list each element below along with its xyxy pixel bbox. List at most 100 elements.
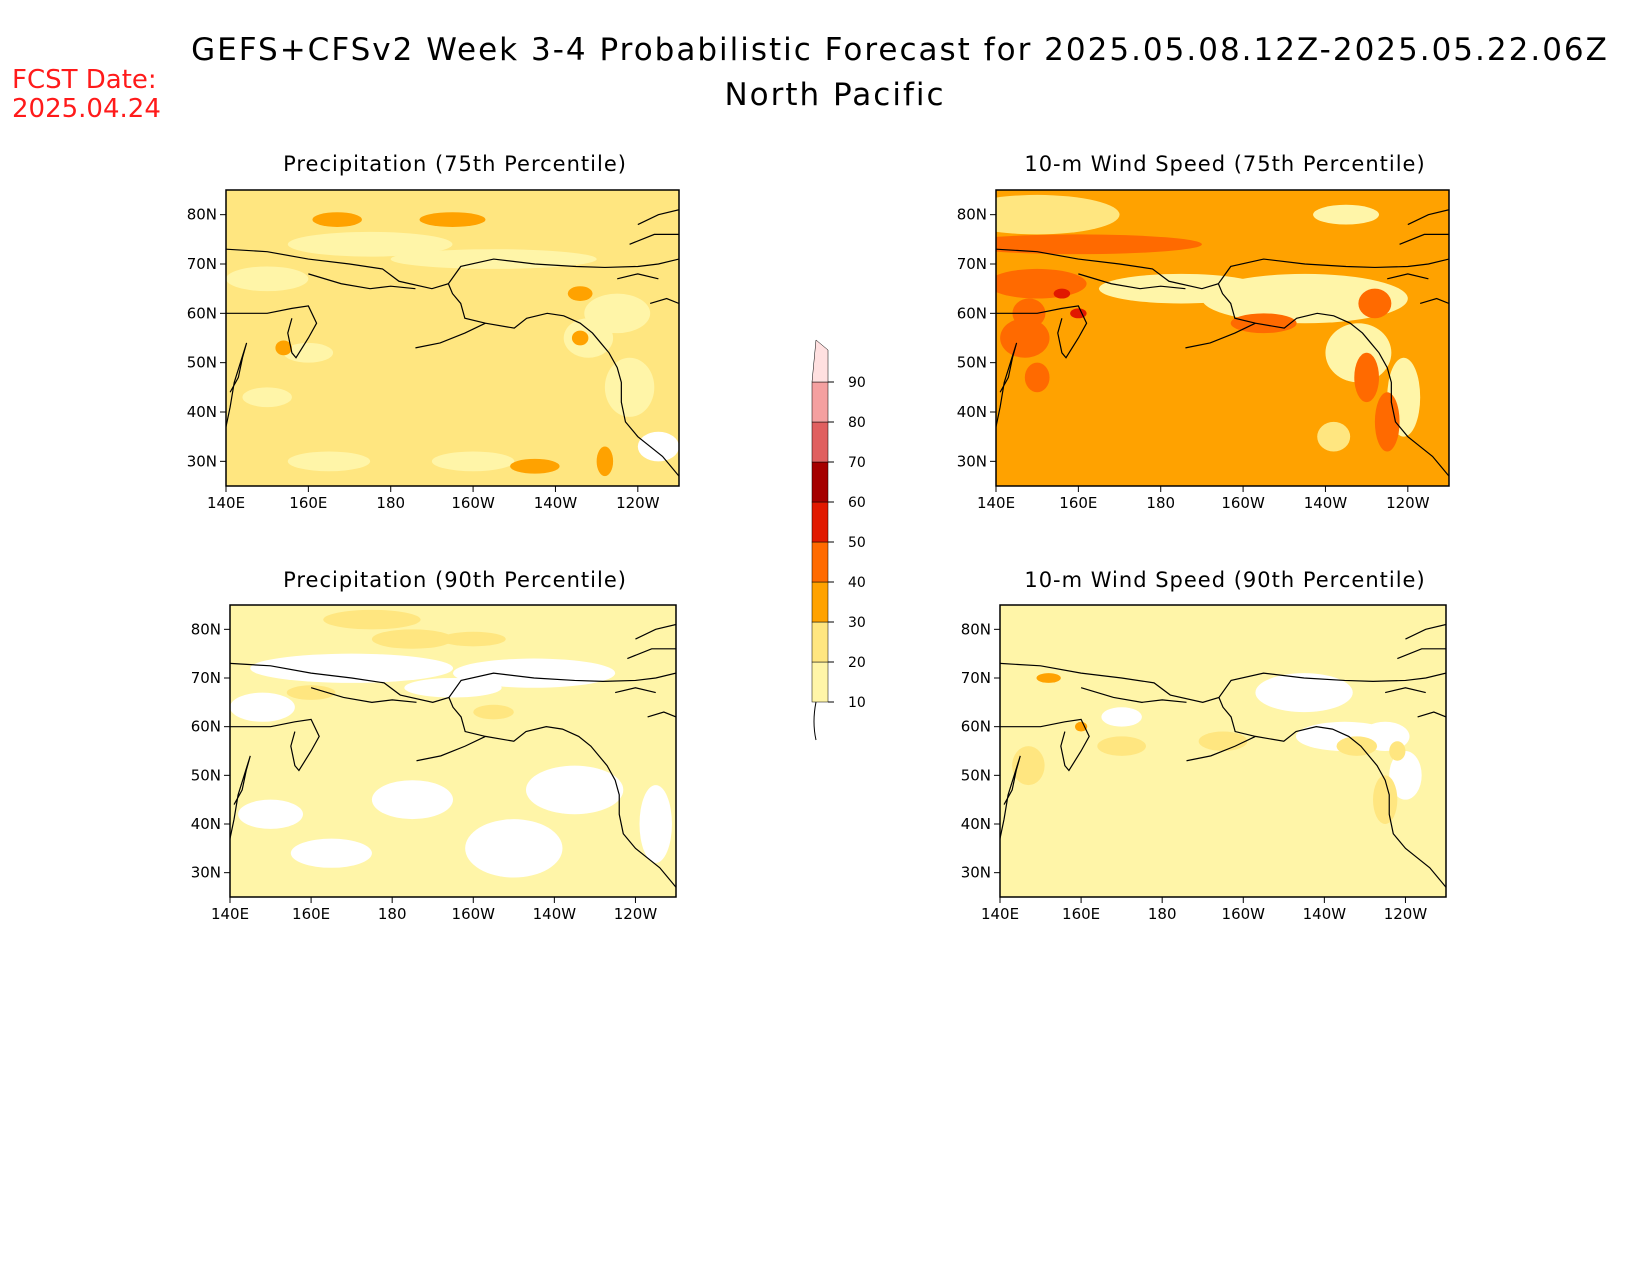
colorbar-label: 60 — [848, 495, 866, 511]
lat-tick-label: 50N — [961, 766, 991, 784]
coastline — [1420, 297, 1449, 305]
contour-patch — [567, 286, 593, 301]
contour-patch — [996, 268, 1087, 299]
contour-patch — [571, 330, 589, 346]
coastline — [615, 687, 656, 694]
contour-patch — [242, 387, 292, 408]
coastline — [230, 718, 320, 772]
fcst-date-label: FCST Date: — [12, 65, 157, 95]
coastline — [629, 233, 679, 245]
lat-tick-label: 80N — [957, 206, 987, 224]
lat-tick-label: 60N — [961, 718, 991, 736]
coastline — [1078, 273, 1186, 290]
colorbar-label: 50 — [848, 535, 866, 551]
figure-title: GEFS+CFSv2 Week 3-4 Probabilistic Foreca… — [191, 32, 1609, 68]
contour-patch — [639, 785, 672, 863]
map-panel-precip90: 80N 70N 60N 50N 40N 30N 140E 160E 180 160W 140W 120… — [191, 604, 677, 923]
probability-contours — [1000, 623, 1446, 888]
lon-tick-label: 140E — [211, 905, 249, 923]
contour-patch — [404, 678, 502, 698]
lon-tick-label: 160E — [292, 905, 330, 923]
contour-patch — [1101, 707, 1142, 727]
lon-tick-label: 180 — [376, 494, 405, 512]
contour-patch — [431, 451, 515, 472]
lat-tick-label: 40N — [961, 815, 991, 833]
coastline — [1080, 687, 1187, 703]
contour-patch — [250, 653, 453, 683]
coastline — [1407, 209, 1449, 226]
contour-patch — [584, 293, 651, 334]
region-subtitle: North Pacific — [724, 77, 946, 113]
coastline — [617, 273, 659, 280]
coastline — [627, 648, 676, 660]
lat-tick-label: 40N — [187, 403, 217, 421]
coastline — [1399, 233, 1449, 245]
lon-tick-label: 140W — [1304, 494, 1348, 512]
contour-patch — [312, 212, 362, 228]
contour-patch — [1317, 421, 1351, 452]
contour-patch — [323, 609, 421, 630]
contour-patch — [596, 446, 614, 477]
coastline — [650, 297, 679, 305]
colorbar-segment — [811, 461, 829, 503]
lon-tick-label: 160E — [1062, 905, 1100, 923]
colorbar-label: 30 — [848, 615, 866, 631]
lon-tick-label: 180 — [1148, 905, 1177, 923]
lon-tick-label: 140E — [207, 494, 245, 512]
coastline — [1387, 273, 1429, 280]
contour-patch — [1230, 313, 1297, 334]
lon-tick-label: 180 — [1146, 494, 1175, 512]
map-axes: 80N 70N 60N 50N 40N 30N 140E 160E 180 160W 140W 120… — [191, 620, 658, 923]
coastline — [1185, 322, 1256, 349]
lon-tick-label: 140W — [1303, 905, 1347, 923]
lon-tick-label: 140W — [533, 905, 577, 923]
panel-title-wind90: 10-m Wind Speed (90th Percentile) — [1024, 568, 1426, 592]
coastline — [1000, 755, 1021, 839]
coastline — [1186, 735, 1256, 762]
coastline — [996, 305, 1088, 359]
contour-patch — [1053, 288, 1071, 299]
lat-tick-label: 60N — [191, 718, 221, 736]
contour-patch — [510, 458, 560, 474]
contour-patch — [1097, 736, 1146, 756]
contour-patch — [473, 704, 514, 720]
colorbar-segment — [811, 661, 829, 703]
coastline — [1000, 718, 1090, 772]
coastline — [226, 248, 679, 290]
coastline — [447, 283, 679, 477]
contour-patch — [287, 231, 453, 257]
colorbar-label: 90 — [848, 375, 866, 391]
coastline — [1217, 283, 1449, 477]
lat-tick-label: 40N — [957, 403, 987, 421]
probability-contours — [226, 209, 679, 477]
lat-tick-label: 30N — [187, 452, 217, 470]
contour-patch — [465, 819, 563, 878]
colorbar-label: 20 — [848, 655, 866, 671]
lon-tick-label: 120W — [1386, 494, 1430, 512]
lat-tick-label: 70N — [187, 255, 217, 273]
contour-patch — [440, 631, 506, 647]
contour-patch — [1358, 288, 1392, 319]
lat-tick-label: 60N — [957, 304, 987, 322]
lat-tick-label: 70N — [961, 669, 991, 687]
lon-tick-label: 120W — [616, 494, 660, 512]
contour-patch — [1313, 204, 1379, 225]
coastline — [416, 735, 486, 762]
coastline — [637, 209, 679, 226]
lat-tick-label: 80N — [961, 620, 991, 638]
contour-patch — [238, 799, 303, 829]
lat-tick-label: 80N — [191, 620, 221, 638]
contour-patch — [287, 451, 371, 472]
coastline — [310, 687, 417, 703]
coastline — [1385, 687, 1426, 694]
colorbar-label: 40 — [848, 575, 866, 591]
panel-title-precip90: Precipitation (90th Percentile) — [283, 568, 627, 592]
colorbar-cap — [811, 339, 829, 383]
fcst-date-value: 2025.04.24 — [12, 94, 161, 124]
contour-patch — [996, 234, 1202, 255]
lon-tick-label: 160E — [1059, 494, 1097, 512]
contour-patch — [286, 685, 336, 700]
coastline — [1405, 623, 1446, 640]
coastline — [448, 697, 676, 888]
